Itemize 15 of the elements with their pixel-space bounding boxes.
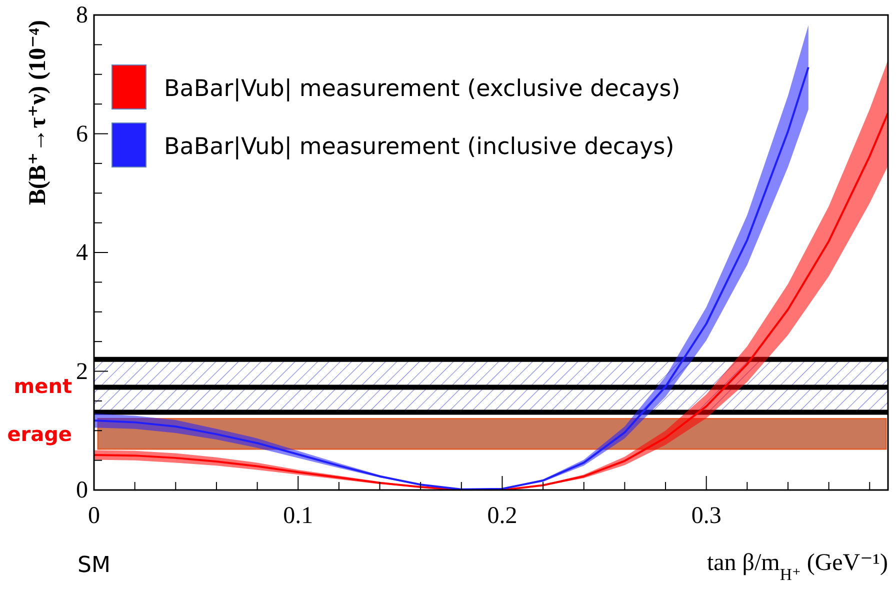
y-tick-label: 0 bbox=[76, 478, 88, 504]
band-label: erage bbox=[7, 422, 72, 446]
x-tick-label: 0.2 bbox=[487, 503, 518, 529]
y-tick-label: 6 bbox=[76, 121, 88, 148]
text: SM bbox=[78, 553, 110, 578]
x-axis-title: tan β/m$_{H⁺}$ (GeV⁻¹) bbox=[706, 550, 888, 584]
y-tick-label: 8 bbox=[76, 2, 88, 29]
x-tick-label: 0.1 bbox=[283, 503, 314, 529]
legend-label: BaBar|Vub| measurement (exclusive decays) bbox=[164, 76, 680, 102]
legend-label: BaBar|Vub| measurement (inclusive decays) bbox=[164, 134, 674, 160]
y-tick-label: 4 bbox=[76, 240, 88, 266]
x-tick-label: 0.3 bbox=[691, 503, 722, 529]
y-axis-title: B(B⁺→τ⁺ν) (10⁻⁴) bbox=[25, 20, 51, 205]
y-tick-label: 2 bbox=[76, 358, 88, 385]
band-label: ment bbox=[14, 374, 72, 398]
